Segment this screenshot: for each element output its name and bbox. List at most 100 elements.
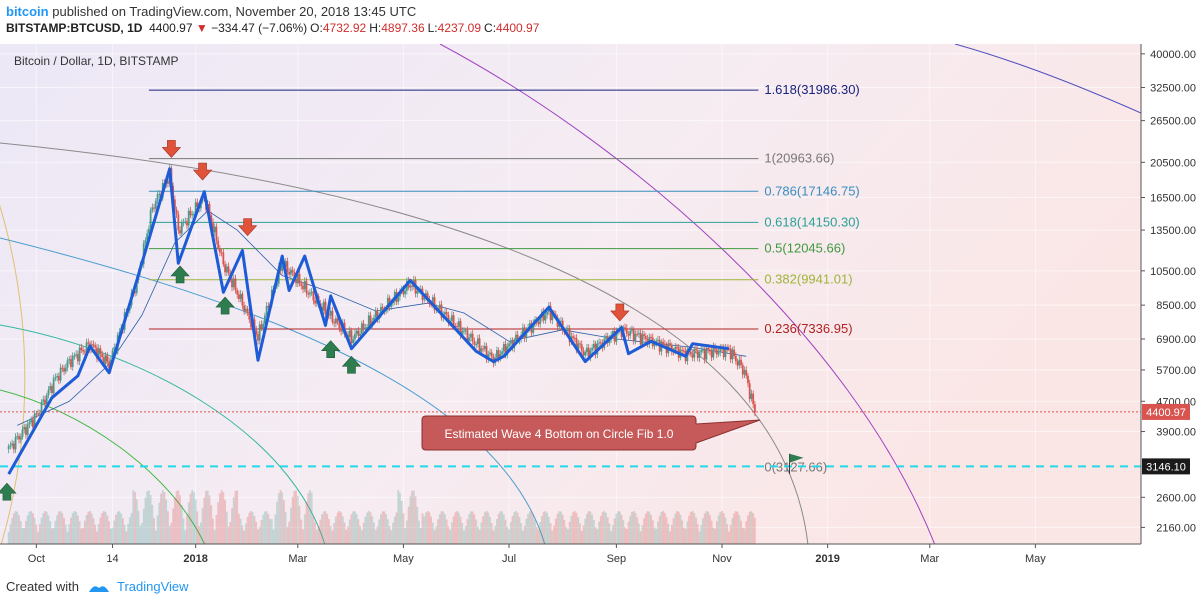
price-tick-label: 5700.00	[1156, 365, 1196, 377]
volume-bar	[338, 511, 341, 544]
fib-label: 0.236(7336.95)	[764, 321, 852, 336]
volume-bar	[459, 516, 462, 544]
volume-bar	[115, 514, 117, 544]
candle-body	[260, 324, 263, 329]
annotation-callout[interactable]: Estimated Wave 4 Bottom on Circle Fib 1.…	[421, 415, 761, 451]
candle-body	[374, 311, 377, 318]
moving-average-line	[17, 210, 747, 426]
candle-body	[650, 336, 652, 338]
volume-bar	[399, 492, 401, 544]
candle-body	[333, 322, 336, 324]
volume-bar	[549, 523, 552, 544]
volume-bar	[527, 513, 529, 544]
flag-icon	[789, 453, 804, 474]
candle-body	[729, 348, 732, 360]
volume-bar	[629, 515, 632, 544]
candle-body	[560, 320, 562, 322]
volume-bar	[340, 512, 342, 544]
volume-bar	[496, 519, 498, 544]
candle-body	[18, 436, 20, 440]
candle-body	[267, 305, 270, 308]
volume-bar	[232, 497, 235, 544]
volume-bar	[438, 514, 441, 544]
time-tick-label: Mar	[920, 553, 939, 565]
volume-bar	[726, 524, 729, 544]
volume-bar	[366, 512, 368, 544]
candle-body	[71, 355, 74, 368]
volume-bar	[447, 526, 450, 544]
candle-body	[366, 326, 368, 328]
candle-body	[35, 413, 38, 415]
volume-bar	[281, 492, 284, 544]
candle-body	[504, 344, 507, 356]
candle-body	[663, 343, 666, 345]
candle-body	[193, 214, 195, 216]
tradingview-link[interactable]: TradingView	[116, 579, 189, 594]
time-axis[interactable]	[0, 544, 1141, 568]
candle-body	[44, 399, 46, 405]
candle-body	[689, 351, 692, 355]
candle-body	[674, 346, 677, 352]
candle-body	[286, 261, 289, 272]
candle-body	[212, 222, 214, 233]
volume-bar	[591, 514, 594, 544]
candle-body	[376, 311, 379, 320]
volume-bar	[277, 493, 280, 544]
candle-body	[445, 312, 448, 315]
fib-label: 0.786(17146.75)	[764, 183, 859, 198]
volume-bar	[551, 530, 554, 544]
volume-bar	[341, 516, 344, 544]
volume-bar	[97, 524, 100, 544]
volume-bar	[482, 516, 484, 544]
volume-bar	[499, 511, 502, 544]
fib-circles	[0, 44, 1141, 544]
candle-body	[476, 338, 479, 344]
volume-bar	[622, 520, 625, 544]
volume-bar	[371, 516, 374, 544]
candle-body	[475, 343, 478, 345]
elliott-wave-line[interactable]	[7, 167, 730, 475]
candle-body	[113, 347, 116, 351]
candle-body	[466, 330, 469, 341]
volume-bar	[291, 496, 294, 544]
volume-bar	[433, 530, 436, 544]
candle-body	[248, 311, 251, 320]
candle-body	[307, 293, 310, 295]
volume-bar	[334, 516, 337, 544]
volume-bar	[182, 518, 185, 544]
candle-body	[158, 193, 161, 195]
volume-bar	[135, 499, 138, 544]
candle-body	[78, 347, 81, 362]
candle-body	[61, 367, 64, 369]
candle-body	[310, 291, 313, 293]
volume-bar	[383, 511, 386, 544]
candle-body	[355, 330, 358, 334]
volume-bars	[7, 490, 756, 544]
volume-bar	[573, 511, 576, 544]
volume-bar	[450, 522, 453, 544]
candle-body	[12, 443, 15, 450]
time-tick-label: Sep	[607, 553, 627, 565]
candle-body	[37, 413, 39, 415]
volume-bar	[28, 511, 31, 544]
volume-bar	[584, 518, 587, 544]
candle-body	[314, 300, 317, 304]
callout-bubble	[421, 415, 761, 451]
price-chart[interactable]: 1.618(31986.30) 1(20963.66) 0.786(17146.75…	[0, 40, 1203, 572]
author-link[interactable]: bitcoin	[6, 4, 49, 19]
volume-bar	[116, 511, 119, 544]
volume-bar	[303, 514, 306, 544]
volume-bar	[77, 515, 79, 544]
price-tick-label: 3900.00	[1156, 427, 1196, 439]
volume-bar	[120, 513, 123, 544]
volume-bar	[144, 497, 147, 544]
volume-bar	[612, 525, 614, 544]
candle-body	[641, 334, 644, 345]
candle-body	[752, 393, 755, 405]
volume-bar	[546, 512, 549, 544]
candle-body	[736, 361, 739, 366]
candle-body	[444, 312, 446, 315]
volume-bar	[405, 520, 408, 544]
volume-bar	[312, 516, 315, 544]
volume-bar	[608, 523, 611, 544]
